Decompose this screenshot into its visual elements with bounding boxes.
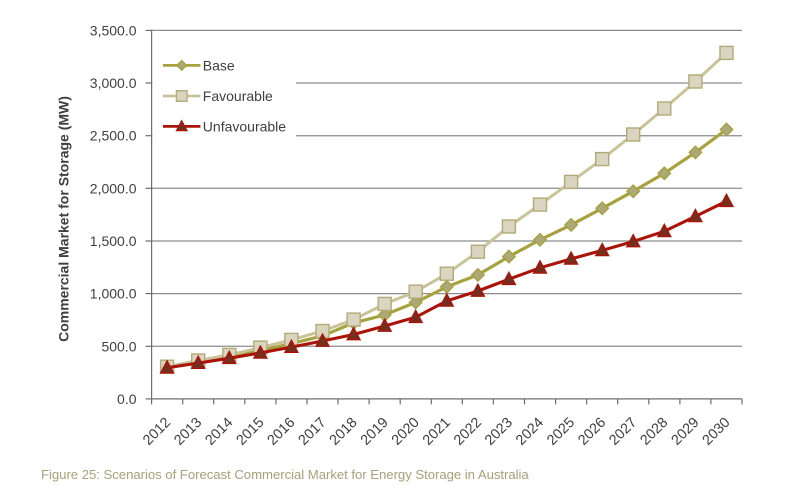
svg-text:3,500.0: 3,500.0 bbox=[90, 22, 137, 38]
svg-text:Commercial Market for Storage: Commercial Market for Storage (MW) bbox=[56, 96, 72, 342]
svg-text:3,000.0: 3,000.0 bbox=[90, 75, 137, 91]
svg-text:1,500.0: 1,500.0 bbox=[90, 233, 137, 249]
svg-text:2,000.0: 2,000.0 bbox=[90, 180, 137, 196]
svg-text:500.0: 500.0 bbox=[101, 338, 136, 354]
svg-text:0.0: 0.0 bbox=[117, 391, 137, 407]
svg-text:1,000.0: 1,000.0 bbox=[90, 286, 137, 302]
svg-text:2,500.0: 2,500.0 bbox=[90, 128, 137, 144]
svg-text:Figure 25: Scenarios of Foreca: Figure 25: Scenarios of Forecast Commerc… bbox=[41, 467, 529, 482]
svg-text:Favourable: Favourable bbox=[203, 88, 273, 104]
svg-text:Unfavourable: Unfavourable bbox=[203, 118, 286, 134]
svg-text:Base: Base bbox=[203, 57, 235, 73]
